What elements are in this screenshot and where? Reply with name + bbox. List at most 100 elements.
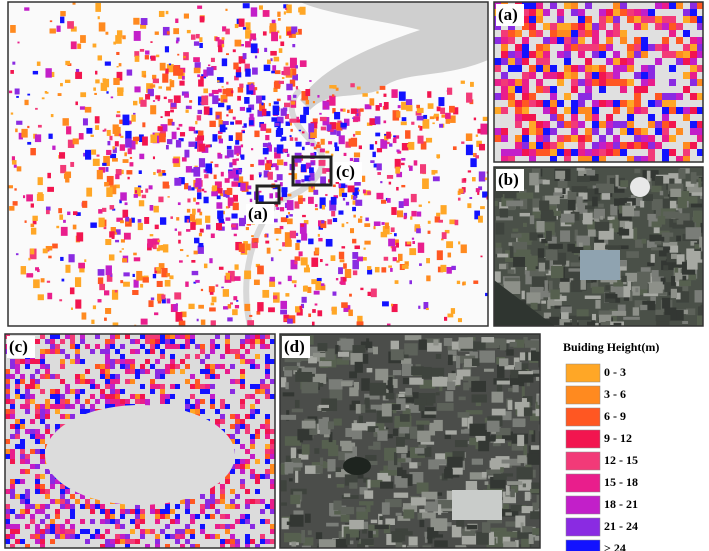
texture — [481, 471, 487, 478]
pixel — [205, 215, 211, 223]
pixel — [10, 534, 15, 539]
pixel — [235, 72, 242, 78]
pixel — [221, 37, 225, 41]
pixel — [235, 429, 240, 434]
pixel — [494, 58, 501, 65]
pixel — [105, 519, 110, 524]
pixel — [156, 268, 162, 274]
pixel — [105, 394, 110, 399]
pixel — [15, 444, 20, 449]
texture — [600, 321, 611, 326]
pixel — [126, 170, 133, 175]
legend-swatch — [565, 495, 601, 515]
texture — [460, 546, 467, 548]
pixel — [115, 389, 120, 394]
pixel — [59, 152, 66, 159]
pixel — [25, 469, 30, 474]
panel-b-frame — [493, 166, 704, 327]
pixel — [217, 154, 223, 159]
texture — [394, 415, 412, 428]
pixel — [522, 79, 529, 86]
texture — [461, 416, 468, 427]
pixel — [133, 252, 137, 256]
pixel — [220, 494, 225, 499]
pixel — [578, 51, 585, 58]
pixel — [339, 259, 345, 263]
pixel — [312, 101, 315, 104]
pixel — [447, 313, 454, 318]
pixel — [25, 359, 30, 364]
texture — [336, 358, 350, 365]
texture — [352, 345, 366, 353]
texture — [598, 183, 615, 194]
pixel — [295, 306, 301, 313]
pixel — [158, 245, 165, 251]
texture — [365, 454, 377, 463]
pixel — [21, 128, 28, 138]
pixel — [494, 23, 501, 30]
pixel — [190, 544, 195, 548]
pixel — [218, 45, 223, 53]
texture — [594, 208, 605, 219]
pixel — [116, 65, 119, 68]
pixel — [476, 140, 482, 148]
pixel — [170, 519, 175, 524]
pixel — [140, 519, 145, 524]
pixel — [445, 118, 451, 124]
pixel — [242, 3, 250, 9]
texture — [437, 499, 454, 509]
pixel — [106, 129, 111, 136]
pixel — [265, 454, 270, 459]
texture — [573, 281, 587, 291]
texture — [671, 276, 676, 286]
texture — [284, 365, 299, 371]
pixel — [341, 125, 347, 130]
texture — [547, 300, 551, 309]
pixel — [97, 299, 102, 303]
pixel — [641, 107, 648, 114]
pixel — [515, 44, 522, 51]
pixel — [105, 167, 109, 172]
texture — [560, 230, 571, 242]
pixel — [265, 240, 270, 244]
pixel — [690, 16, 697, 23]
pixel — [655, 100, 662, 107]
pixel — [212, 95, 219, 105]
pixel — [273, 218, 278, 223]
texture — [526, 292, 541, 304]
texture — [512, 228, 519, 232]
pixel — [24, 7, 30, 11]
pixel — [330, 153, 334, 157]
pixel — [427, 91, 432, 98]
texture — [375, 423, 385, 434]
pixel — [250, 339, 255, 344]
pixel — [325, 263, 329, 266]
pixel — [115, 379, 120, 384]
texture — [656, 317, 670, 326]
pixel — [45, 504, 50, 509]
pixel — [215, 188, 223, 194]
texture — [506, 481, 523, 485]
pixel — [138, 200, 145, 207]
pixel — [81, 312, 87, 320]
pixel — [228, 109, 233, 114]
texture — [614, 198, 623, 206]
pixel — [564, 44, 571, 51]
pixel — [381, 267, 387, 273]
pixel — [270, 50, 277, 56]
pixel — [120, 220, 124, 224]
pixel — [230, 539, 235, 544]
texture — [663, 265, 669, 271]
pixel — [30, 419, 35, 424]
pixel — [508, 79, 515, 86]
pixel — [60, 364, 65, 369]
pixel — [571, 44, 578, 51]
pixel — [641, 16, 648, 23]
pixel — [200, 384, 205, 389]
pixel — [571, 107, 578, 114]
texture — [417, 424, 424, 435]
pixel — [220, 544, 225, 548]
pixel — [353, 116, 361, 122]
texture — [363, 353, 369, 364]
texture — [476, 432, 486, 442]
